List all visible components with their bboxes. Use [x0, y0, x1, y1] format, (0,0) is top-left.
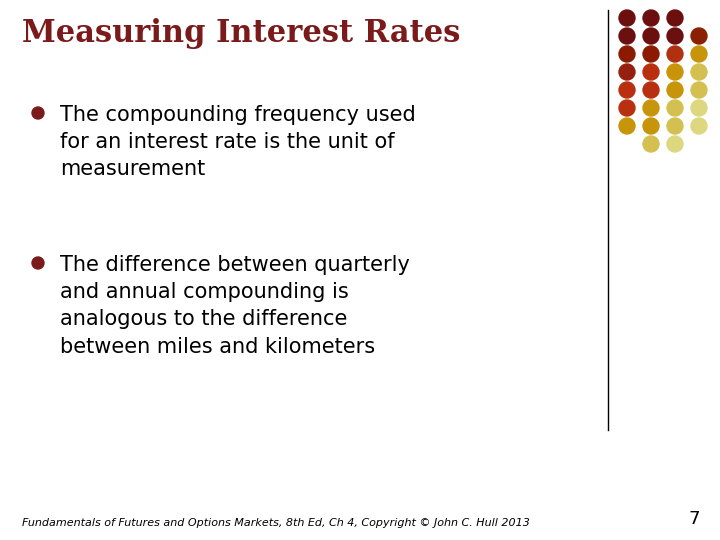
Text: 7: 7: [688, 510, 700, 528]
Circle shape: [691, 28, 707, 44]
Circle shape: [691, 82, 707, 98]
Circle shape: [643, 136, 659, 152]
Circle shape: [619, 82, 635, 98]
Circle shape: [643, 28, 659, 44]
Circle shape: [643, 100, 659, 116]
Circle shape: [691, 46, 707, 62]
Text: The compounding frequency used
for an interest rate is the unit of
measurement: The compounding frequency used for an in…: [60, 105, 415, 179]
Circle shape: [32, 257, 44, 269]
Circle shape: [643, 118, 659, 134]
Circle shape: [619, 100, 635, 116]
Circle shape: [643, 10, 659, 26]
Circle shape: [619, 64, 635, 80]
Circle shape: [667, 100, 683, 116]
Circle shape: [619, 118, 635, 134]
Circle shape: [619, 28, 635, 44]
Circle shape: [691, 100, 707, 116]
Circle shape: [643, 46, 659, 62]
Circle shape: [691, 118, 707, 134]
Circle shape: [643, 82, 659, 98]
Circle shape: [667, 10, 683, 26]
Circle shape: [619, 10, 635, 26]
Circle shape: [667, 46, 683, 62]
Circle shape: [619, 46, 635, 62]
Circle shape: [667, 28, 683, 44]
Text: Measuring Interest Rates: Measuring Interest Rates: [22, 18, 460, 49]
Circle shape: [667, 136, 683, 152]
Circle shape: [691, 64, 707, 80]
Circle shape: [667, 64, 683, 80]
Circle shape: [667, 82, 683, 98]
Text: Fundamentals of Futures and Options Markets, 8th Ed, Ch 4, Copyright © John C. H: Fundamentals of Futures and Options Mark…: [22, 518, 530, 528]
Circle shape: [32, 107, 44, 119]
Circle shape: [643, 64, 659, 80]
Text: The difference between quarterly
and annual compounding is
analogous to the diff: The difference between quarterly and ann…: [60, 255, 410, 356]
Circle shape: [667, 118, 683, 134]
